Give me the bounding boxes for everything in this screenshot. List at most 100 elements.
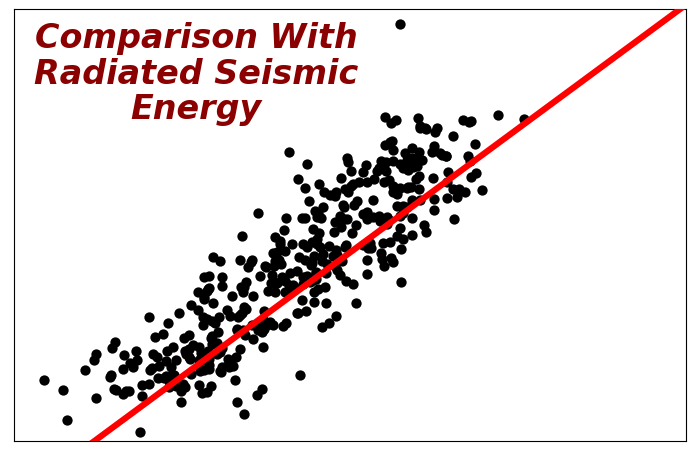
Point bbox=[183, 345, 195, 352]
Point bbox=[346, 182, 357, 189]
Point bbox=[257, 385, 268, 392]
Point bbox=[169, 373, 180, 380]
Point bbox=[398, 164, 409, 171]
Point bbox=[365, 244, 377, 252]
Point bbox=[466, 118, 477, 125]
Point bbox=[201, 388, 212, 396]
Point bbox=[124, 360, 135, 367]
Point bbox=[257, 343, 268, 351]
Point bbox=[469, 140, 480, 148]
Point bbox=[418, 221, 429, 229]
Point bbox=[204, 356, 215, 363]
Point bbox=[371, 167, 382, 174]
Point bbox=[376, 255, 387, 262]
Point bbox=[164, 373, 176, 380]
Point bbox=[375, 157, 386, 164]
Point bbox=[447, 186, 458, 193]
Point bbox=[395, 161, 406, 168]
Point bbox=[297, 214, 308, 221]
Point bbox=[197, 389, 208, 396]
Point bbox=[216, 274, 228, 281]
Point bbox=[313, 286, 324, 293]
Point bbox=[335, 271, 346, 278]
Point bbox=[174, 309, 185, 316]
Point bbox=[198, 294, 209, 301]
Point bbox=[387, 183, 398, 190]
Text: Comparison With
Radiated Seismic
Energy: Comparison With Radiated Seismic Energy bbox=[34, 22, 358, 126]
Point bbox=[428, 207, 440, 214]
Point bbox=[241, 306, 252, 313]
Point bbox=[362, 257, 373, 264]
Point bbox=[312, 213, 323, 220]
Point bbox=[373, 213, 384, 220]
Point bbox=[38, 376, 50, 383]
Point bbox=[328, 253, 339, 260]
Point bbox=[183, 354, 195, 361]
Point bbox=[309, 252, 320, 259]
Point bbox=[246, 256, 258, 264]
Point bbox=[307, 259, 318, 266]
Point bbox=[400, 164, 412, 171]
Point bbox=[146, 364, 157, 372]
Point bbox=[421, 229, 432, 236]
Point bbox=[452, 194, 463, 201]
Point bbox=[239, 304, 250, 311]
Point bbox=[202, 315, 213, 323]
Point bbox=[199, 351, 210, 358]
Point bbox=[493, 112, 504, 119]
Point bbox=[330, 192, 341, 199]
Point bbox=[316, 258, 328, 265]
Point bbox=[349, 201, 360, 208]
Point bbox=[270, 257, 281, 265]
Point bbox=[361, 215, 372, 222]
Point bbox=[241, 278, 252, 285]
Point bbox=[314, 230, 325, 237]
Point bbox=[198, 322, 209, 329]
Point bbox=[341, 216, 352, 223]
Point bbox=[195, 368, 206, 375]
Point bbox=[204, 284, 215, 292]
Point bbox=[108, 385, 120, 392]
Point bbox=[351, 221, 362, 229]
Point bbox=[361, 179, 372, 186]
Point bbox=[215, 348, 226, 356]
Point bbox=[248, 335, 259, 342]
Point bbox=[258, 326, 270, 333]
Point bbox=[391, 190, 402, 198]
Point bbox=[302, 273, 313, 280]
Point bbox=[106, 345, 118, 352]
Point bbox=[406, 196, 417, 203]
Point bbox=[412, 157, 423, 164]
Point bbox=[90, 350, 101, 357]
Point bbox=[413, 172, 424, 179]
Point bbox=[198, 273, 209, 280]
Point bbox=[300, 256, 311, 264]
Point bbox=[227, 362, 238, 369]
Point bbox=[368, 197, 379, 204]
Point bbox=[426, 149, 438, 156]
Point bbox=[454, 185, 465, 192]
Point bbox=[519, 115, 530, 122]
Point bbox=[306, 238, 317, 245]
Point bbox=[239, 411, 250, 418]
Point bbox=[157, 331, 168, 338]
Point bbox=[272, 249, 283, 256]
Point bbox=[299, 185, 310, 192]
Point bbox=[385, 119, 396, 126]
Point bbox=[292, 267, 303, 274]
Point bbox=[301, 243, 312, 250]
Point bbox=[395, 21, 406, 28]
Point bbox=[330, 219, 341, 226]
Point bbox=[246, 321, 258, 328]
Point bbox=[402, 184, 414, 191]
Point bbox=[300, 307, 312, 314]
Point bbox=[307, 276, 318, 283]
Point bbox=[358, 210, 369, 217]
Point bbox=[294, 371, 305, 378]
Point bbox=[401, 159, 412, 166]
Point bbox=[392, 202, 403, 209]
Point bbox=[185, 355, 196, 362]
Point bbox=[280, 289, 291, 296]
Point bbox=[362, 244, 373, 252]
Point bbox=[153, 375, 164, 382]
